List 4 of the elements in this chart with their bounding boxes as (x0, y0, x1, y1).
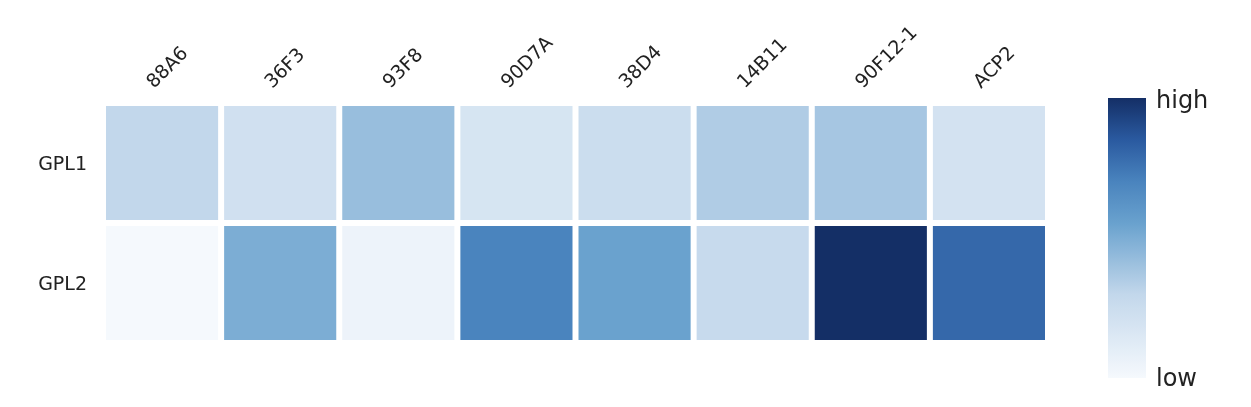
y-tick-label: GPL2 (38, 272, 87, 294)
color-bar-label: high (1156, 86, 1209, 114)
y-tick-label: GPL1 (38, 152, 87, 174)
color-bar-label: low (1156, 364, 1197, 392)
